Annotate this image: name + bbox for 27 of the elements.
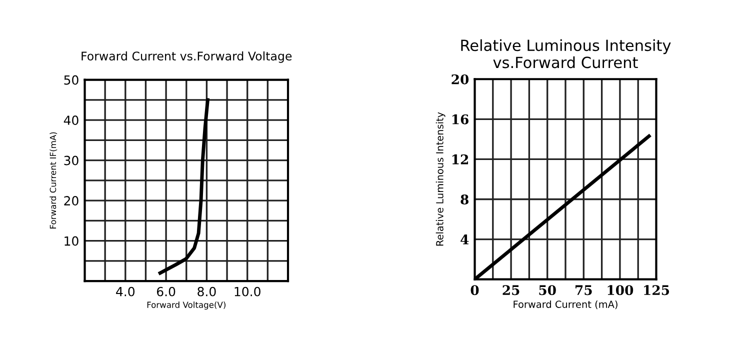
- x-tick-label: 10.0: [234, 286, 260, 296]
- x-tick-label: 75: [576, 285, 592, 296]
- x-tick-label: 50: [539, 285, 556, 296]
- x-tick-label: 25: [502, 285, 520, 296]
- y-tick-label: 10: [64, 236, 78, 246]
- y-tick-label: 4: [460, 234, 469, 244]
- y-tick-label: 30: [64, 156, 78, 166]
- x-tick-label: 100: [608, 285, 634, 296]
- chart-title: Forward Current vs.Forward Voltage: [82, 51, 292, 63]
- y-axis-title: Forward Current IF(mA): [50, 132, 58, 228]
- x-tick-label: 4.0: [116, 286, 135, 296]
- x-axis-title: Forward Current (mA): [514, 300, 618, 310]
- y-axis-title: Relative Luminous Intensity: [436, 112, 446, 246]
- y-tick-label: 8: [460, 194, 468, 204]
- y-tick-label: 12: [452, 154, 468, 164]
- x-tick-label: 125: [644, 285, 670, 296]
- x-tick-label: 0: [470, 285, 479, 296]
- x-tick-label: 6.0: [156, 286, 176, 296]
- y-tick-label: 16: [452, 114, 468, 124]
- y-tick-label: 20: [64, 196, 78, 206]
- chart-title: Relative Luminous Intensity vs.Forward Current: [461, 39, 671, 68]
- y-tick-label: 20: [452, 74, 469, 84]
- x-axis-title: Forward Voltage(V): [147, 302, 226, 310]
- line-series: [158, 98, 210, 275]
- y-tick-label: 50: [64, 75, 78, 85]
- y-tick-label: 40: [64, 116, 78, 125]
- x-tick-label: 8.0: [198, 286, 216, 296]
